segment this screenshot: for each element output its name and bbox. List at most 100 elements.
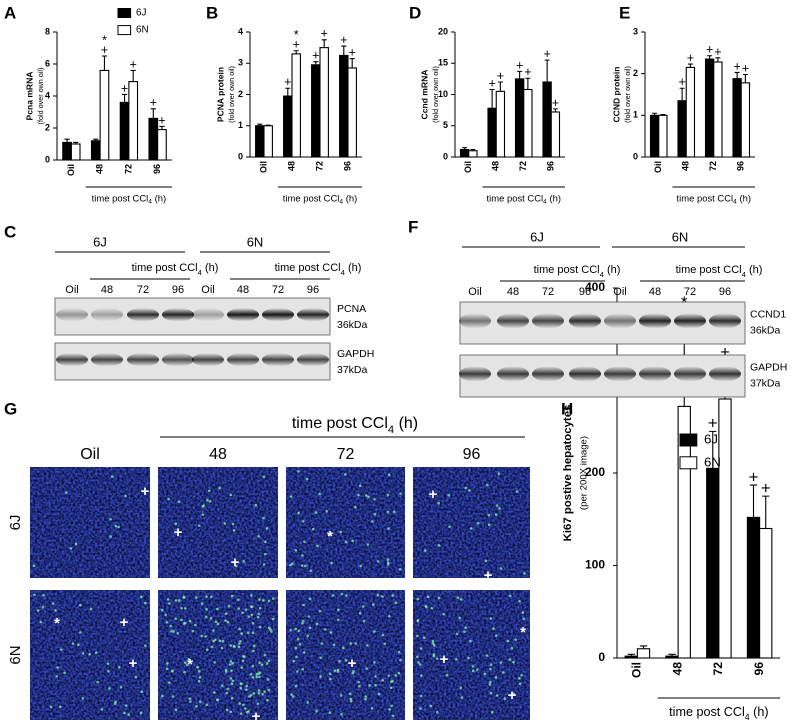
- ki67-nucleus: [308, 597, 312, 601]
- ki67-nucleus: [290, 693, 293, 696]
- lane-label: Oil: [613, 286, 626, 298]
- x-tick-label: 72: [314, 161, 324, 171]
- ki67-nucleus: [418, 663, 422, 666]
- ki67-nucleus: [398, 567, 402, 571]
- time-label-unit: (h): [394, 415, 418, 432]
- micrograph-texture: [286, 467, 405, 578]
- time-label: time post CCl4 (h): [132, 262, 219, 277]
- ki67-nucleus: [213, 660, 216, 664]
- y-tick-label: 0: [598, 650, 605, 664]
- ki67-nucleus: [344, 540, 348, 544]
- ki67-nucleus: [289, 628, 292, 632]
- ki67-nucleus: [358, 484, 362, 488]
- ki67-nucleus: [88, 653, 91, 656]
- ki67-nucleus: [197, 679, 201, 683]
- ki67-nucleus: [167, 497, 170, 501]
- ki67-nucleus: [140, 595, 143, 599]
- time-label-text: time post CCl: [676, 264, 742, 276]
- ki67-nucleus: [188, 619, 192, 623]
- time-label-unit: (h): [547, 193, 561, 204]
- ki67-nucleus: [373, 630, 376, 633]
- ki67-nucleus: [340, 592, 344, 596]
- ki67-nucleus: [300, 564, 304, 567]
- ki67-nucleus: [59, 648, 63, 651]
- ki67-nucleus: [224, 668, 228, 672]
- ki67-nucleus: [201, 513, 205, 516]
- ki67-nucleus: [231, 522, 235, 526]
- ki67-nucleus: [119, 685, 123, 689]
- ki67-nucleus: [220, 646, 224, 650]
- y-tick-label: 8: [45, 26, 50, 36]
- ki67-nucleus: [289, 563, 292, 567]
- x-tick-label: 72: [711, 662, 725, 676]
- ki67-nucleus: [416, 634, 419, 638]
- ki67-nucleus: [386, 558, 390, 562]
- ki67-nucleus: [455, 632, 459, 636]
- ki67-nucleus: [218, 639, 222, 643]
- bar: [347, 67, 357, 158]
- ki67-nucleus: [263, 690, 266, 693]
- ki67-nucleus: [469, 527, 473, 530]
- ki67-nucleus: [456, 596, 460, 599]
- ki67-nucleus: [198, 670, 201, 673]
- ki67-nucleus: [255, 673, 258, 676]
- bar: [514, 78, 525, 158]
- significance-mark: +: [101, 43, 108, 57]
- error-bar: [285, 87, 291, 97]
- ki67-nucleus: [139, 711, 143, 715]
- bar: [148, 117, 159, 161]
- ki67-nucleus: [89, 607, 93, 611]
- significance-mark: +: [497, 69, 504, 83]
- ki67-nucleus: [232, 644, 236, 648]
- ki67-nucleus: [498, 507, 501, 510]
- ki67-nucleus: [33, 593, 36, 597]
- ki67-nucleus: [226, 687, 230, 691]
- lane-label: 48: [237, 284, 249, 296]
- ki67-nucleus: [264, 540, 267, 544]
- ki67-nucleus: [71, 642, 75, 645]
- ki67-nucleus: [269, 628, 272, 631]
- ki67-nucleus: [250, 613, 254, 617]
- ki67-nucleus: [223, 522, 227, 525]
- blot-band: [162, 307, 194, 322]
- ki67-nucleus: [521, 611, 525, 615]
- ki67-nucleus: [328, 711, 332, 715]
- ki67-nucleus: [230, 682, 234, 686]
- ki67-nucleus: [140, 690, 144, 694]
- ki67-nucleus: [214, 638, 217, 642]
- ki67-nucleus: [239, 640, 242, 643]
- lane-label: 96: [307, 284, 319, 296]
- ki67-nucleus: [306, 634, 310, 638]
- ki67-nucleus: [200, 602, 204, 605]
- blot-band: [56, 307, 88, 322]
- ki67-nucleus: [229, 710, 232, 714]
- ki67-nucleus: [195, 596, 198, 599]
- x-tick-label: 96: [752, 662, 766, 676]
- ki67-nucleus: [182, 622, 186, 625]
- ki67-nucleus: [174, 708, 178, 712]
- ki67-nucleus: [348, 692, 352, 696]
- ki67-nucleus: [342, 646, 345, 650]
- ki67-nucleus: [226, 620, 230, 624]
- ki67-nucleus: [394, 601, 398, 605]
- ki67-nucleus: [318, 492, 321, 496]
- y-axis-sublabel: (fold over own oil): [227, 66, 236, 123]
- significance-mark: +: [340, 33, 347, 47]
- blot-band: [569, 366, 601, 382]
- error-bar: [517, 70, 523, 79]
- legend-swatch: [117, 8, 132, 18]
- micrograph-marker: +: [348, 655, 357, 672]
- ki67-nucleus: [166, 598, 170, 601]
- ki67-nucleus: [294, 684, 298, 688]
- ki67-nucleus: [512, 692, 515, 696]
- ki67-nucleus: [420, 674, 423, 677]
- ki67-nucleus: [327, 533, 331, 537]
- ki67-nucleus: [437, 596, 441, 600]
- ki67-nucleus: [123, 711, 126, 715]
- panel-label: A: [4, 3, 16, 22]
- time-label-sub: 4: [600, 270, 605, 279]
- ki67-nucleus: [227, 604, 231, 608]
- micrograph-marker: +: [429, 486, 438, 503]
- ki67-nucleus: [198, 676, 202, 679]
- ki67-nucleus: [489, 691, 493, 695]
